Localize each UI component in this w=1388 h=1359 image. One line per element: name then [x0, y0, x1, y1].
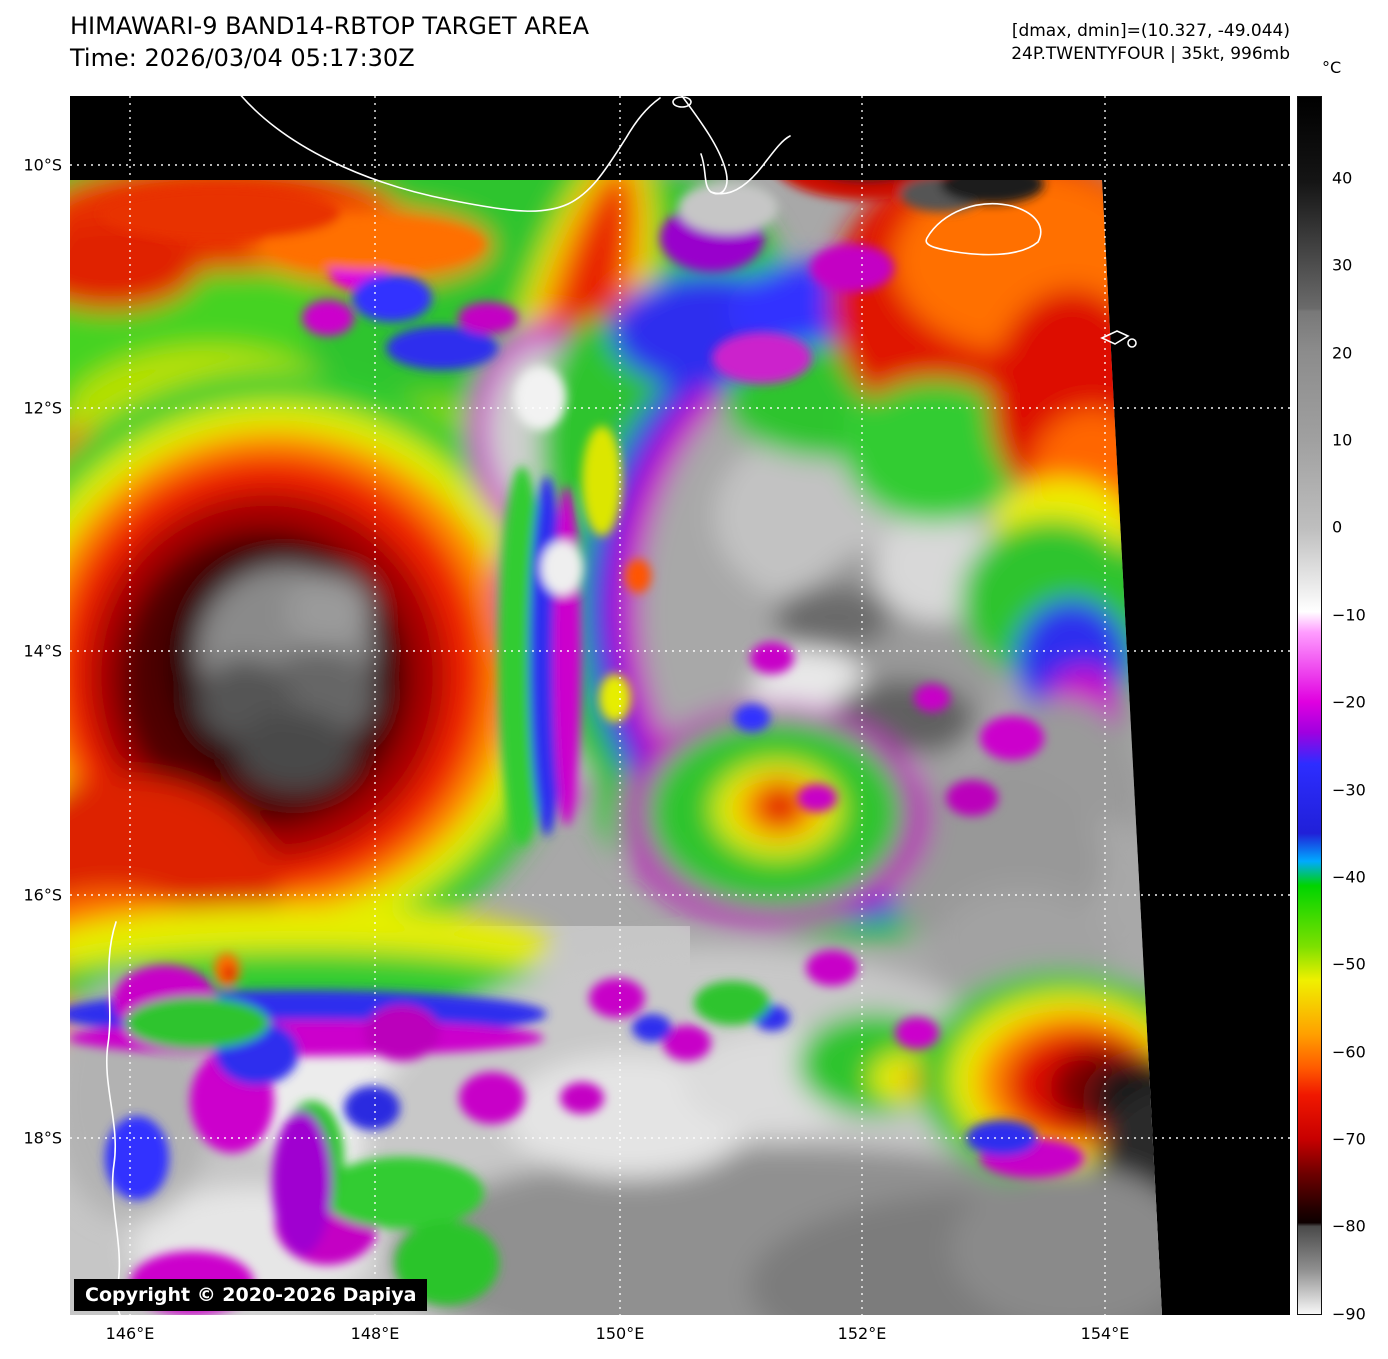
header-info: [dmax, dmin]=(10.327, -49.044) 24P.TWENT…: [1011, 20, 1290, 66]
colorbar-tick: 10: [1332, 430, 1353, 450]
lat-label: 12°S: [23, 398, 62, 418]
copyright-badge: Copyright © 2020-2026 Dapiya: [74, 1279, 428, 1311]
colorbar-tick: −40: [1332, 867, 1366, 887]
lat-label: 18°S: [23, 1128, 62, 1148]
colorbar-tick: −20: [1332, 692, 1366, 712]
colorbar-tick: −60: [1332, 1042, 1366, 1062]
colorbar-tick: 40: [1332, 168, 1353, 188]
colorbar-tick: −90: [1332, 1304, 1366, 1324]
lon-label: 148°E: [350, 1324, 400, 1343]
lat-label: 10°S: [23, 155, 62, 175]
lon-label: 150°E: [595, 1324, 645, 1343]
colorbar: [1297, 96, 1322, 1315]
satellite-map-image: Copyright © 2020-2026 Dapiya: [70, 96, 1290, 1315]
lat-label: 14°S: [23, 641, 62, 661]
lon-label: 152°E: [837, 1324, 887, 1343]
storm-id-intensity: 24P.TWENTYFOUR | 35kt, 996mb: [1011, 44, 1290, 64]
colorbar-tick: −50: [1332, 954, 1366, 974]
colorbar-tick: −80: [1332, 1216, 1366, 1236]
colorbar-tick: 30: [1332, 255, 1353, 275]
colorbar-tick: 0: [1332, 517, 1343, 537]
ir-imagery: [70, 96, 1290, 1315]
lon-label: 146°E: [105, 1324, 155, 1343]
page-title: HIMAWARI-9 BAND14-RBTOP TARGET AREA: [70, 12, 590, 40]
lat-label: 16°S: [23, 885, 62, 905]
colorbar-tick: −70: [1332, 1129, 1366, 1149]
colorbar-tick: −10: [1332, 605, 1366, 625]
lon-label: 154°E: [1080, 1324, 1130, 1343]
dmax-dmin-readout: [dmax, dmin]=(10.327, -49.044): [1011, 21, 1290, 41]
colorbar-tick: −30: [1332, 780, 1366, 800]
timestamp: Time: 2026/03/04 05:17:30Z: [70, 44, 415, 72]
colorbar-unit: °C: [1322, 58, 1342, 77]
grid-lines: [70, 96, 1290, 1315]
colorbar-tick: 20: [1332, 343, 1353, 363]
